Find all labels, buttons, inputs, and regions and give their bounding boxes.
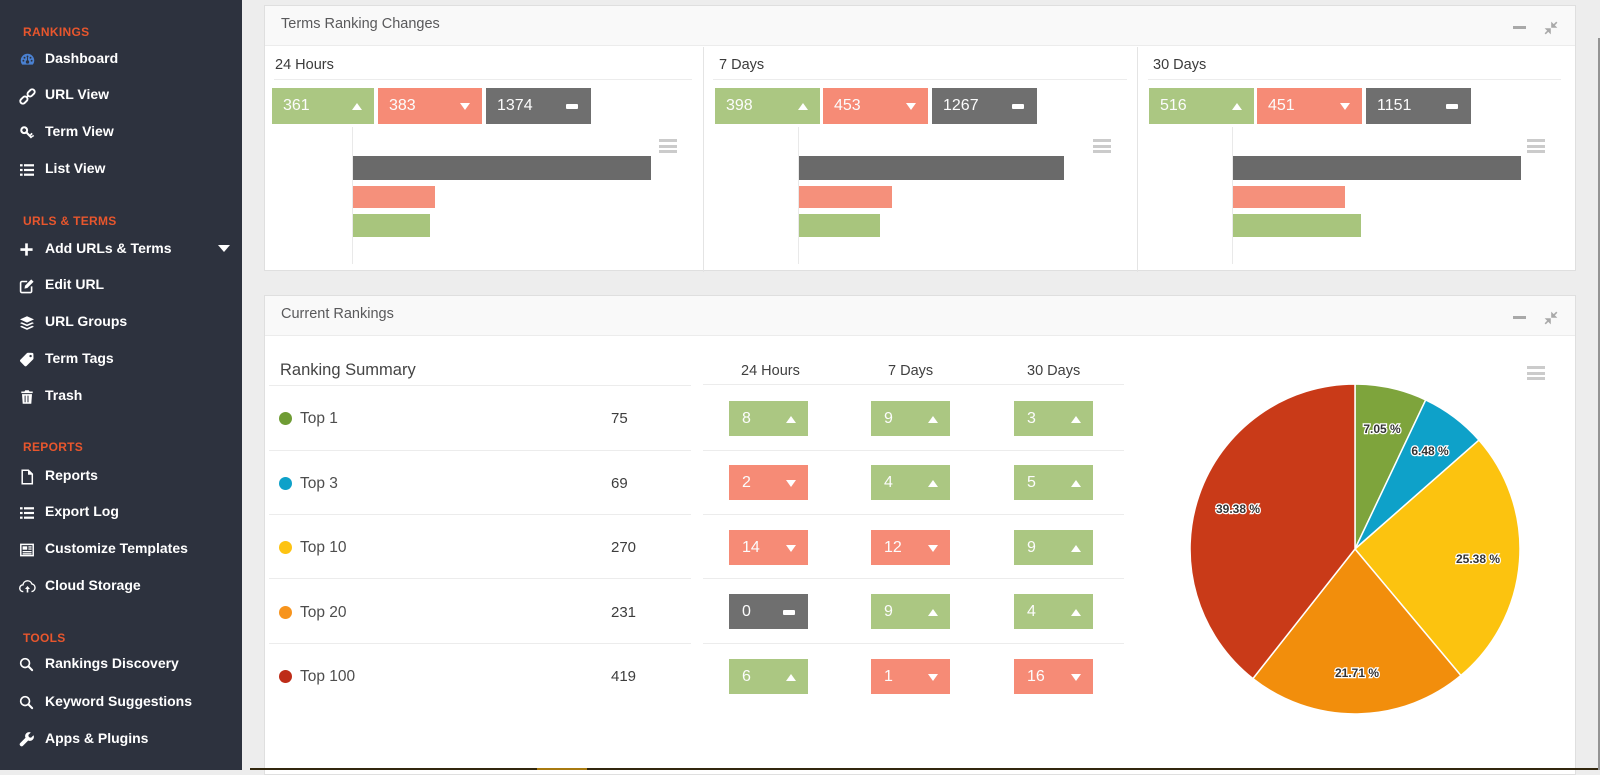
svg-text:25.38 %: 25.38 % bbox=[1456, 552, 1500, 566]
svg-text:7.05 %: 7.05 % bbox=[1363, 422, 1401, 436]
svg-text:6.48 %: 6.48 % bbox=[1411, 444, 1449, 458]
svg-text:21.71 %: 21.71 % bbox=[1335, 666, 1379, 680]
svg-text:39.38 %: 39.38 % bbox=[1216, 502, 1260, 516]
